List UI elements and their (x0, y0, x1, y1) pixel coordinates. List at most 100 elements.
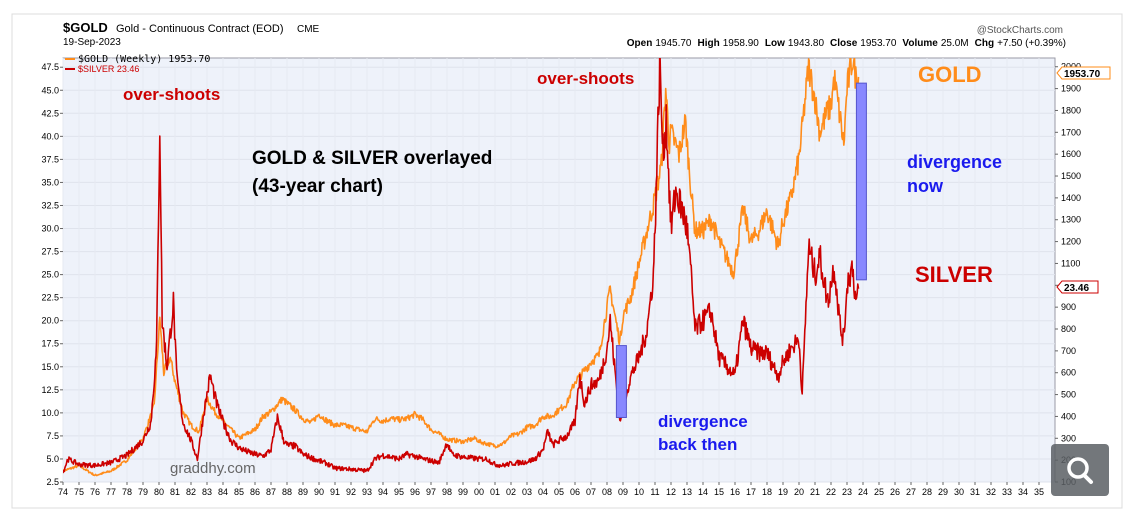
x-tick-label: 22 (826, 487, 836, 497)
x-tick-label: 75 (74, 487, 84, 497)
divergence-now-bar (855, 82, 867, 281)
right-tick-label: 1300 (1061, 215, 1081, 225)
right-tick-label: 900 (1061, 302, 1076, 312)
ohlc-label: Close (830, 38, 858, 49)
x-tick-label: 31 (970, 487, 980, 497)
right-tick-label: 1500 (1061, 171, 1081, 181)
x-tick-label: 21 (810, 487, 820, 497)
ohlc-value: 1945.70 (655, 38, 692, 49)
x-tick-label: 86 (250, 487, 260, 497)
left-tick-label: 5.0 (46, 454, 59, 464)
chart-title-line1: GOLD & SILVER overlayed (252, 148, 492, 169)
x-tick-label: 92 (346, 487, 356, 497)
ohlc-label: Open (627, 38, 653, 49)
left-tick-label: 40.0 (41, 131, 59, 141)
right-tick-label: 400 (1061, 411, 1076, 421)
stockcharts-watermark: @StockCharts.com (977, 25, 1063, 36)
ohlc-label: Chg (975, 38, 994, 49)
x-tick-label: 83 (202, 487, 212, 497)
ohlc-value: +7.50 (+0.39%) (997, 38, 1066, 49)
x-tick-label: 00 (474, 487, 484, 497)
x-tick-label: 88 (282, 487, 292, 497)
x-tick-label: 99 (458, 487, 468, 497)
left-tick-label: 35.0 (41, 177, 59, 187)
left-tick-label: 17.5 (41, 339, 59, 349)
x-tick-label: 03 (522, 487, 532, 497)
silver-series-line (63, 58, 860, 474)
ohlc-values: Open 1945.70 High 1958.90 Low 1943.80 Close 195… (627, 38, 1066, 49)
divergence-then-line2: back then (658, 435, 737, 454)
zoom-button[interactable] (1051, 444, 1109, 496)
left-tick-label: 7.5 (46, 431, 59, 441)
gold-last-value-tag: 1953.70 (1056, 66, 1111, 80)
header-symbol: $GOLD (63, 20, 108, 35)
divergence-now-line2: now (907, 176, 944, 196)
right-tick-label: 1900 (1061, 84, 1081, 94)
x-tick-label: 28 (922, 487, 932, 497)
x-tick-label: 80 (154, 487, 164, 497)
right-tick-label: 600 (1061, 368, 1076, 378)
left-tick-label: 25.0 (41, 270, 59, 280)
x-tick-label: 26 (890, 487, 900, 497)
right-tick-label: 800 (1061, 324, 1076, 334)
x-tick-label: 76 (90, 487, 100, 497)
x-tick-label: 01 (490, 487, 500, 497)
x-tick-label: 98 (442, 487, 452, 497)
divergence-then-line1: divergence (658, 412, 748, 431)
silver-last-value-tag: 23.46 (1056, 280, 1099, 294)
ohlc-value: 1943.80 (788, 38, 825, 49)
x-tick-label: 82 (186, 487, 196, 497)
x-tick-label: 20 (794, 487, 804, 497)
right-tick-label: 1200 (1061, 237, 1081, 247)
silver-last-value: 23.46 (1064, 283, 1089, 294)
left-axis: 2.5 5.0 7.5 10.0 12.5 15.0 17.5 20.0 22.5 25.0 27.… (41, 62, 63, 487)
ohlc-value: 1953.70 (860, 38, 897, 49)
x-tick-label: 96 (410, 487, 420, 497)
divergence-then-bar (615, 345, 627, 418)
x-tick-label: 32 (986, 487, 996, 497)
x-tick-label: 09 (618, 487, 628, 497)
annotation-overshoots-1980: over-shoots (123, 85, 220, 104)
x-tick-label: 97 (426, 487, 436, 497)
legend-silver: $SILVER 23.46 (78, 64, 139, 74)
x-tick-label: 19 (778, 487, 788, 497)
right-tick-label: 300 (1061, 433, 1076, 443)
x-tick-label: 18 (762, 487, 772, 497)
left-tick-label: 27.5 (41, 247, 59, 257)
x-tick-label: 05 (554, 487, 564, 497)
x-tick-label: 94 (378, 487, 388, 497)
x-tick-label: 07 (586, 487, 596, 497)
legend-gold: $GOLD (Weekly) 1953.70 (78, 54, 210, 65)
x-tick-label: 78 (122, 487, 132, 497)
right-tick-label: 1600 (1061, 149, 1081, 159)
left-tick-label: 42.5 (41, 108, 59, 118)
left-tick-label: 32.5 (41, 200, 59, 210)
left-tick-label: 15.0 (41, 362, 59, 372)
x-tick-label: 95 (394, 487, 404, 497)
gold-last-value: 1953.70 (1064, 69, 1101, 80)
right-tick-label: 1800 (1061, 105, 1081, 115)
right-tick-label: 500 (1061, 390, 1076, 400)
x-tick-label: 87 (266, 487, 276, 497)
left-tick-label: 47.5 (41, 62, 59, 72)
ohlc-row: Open 1945.70 High 1958.90 Low 1943.80 Close 195… (627, 38, 1066, 49)
x-axis: 74 75 76 77 78 79 80 81 82 83 84 85 86 87 88 89 90 91 92 93… (58, 482, 1044, 497)
x-tick-label: 13 (682, 487, 692, 497)
x-tick-label: 33 (1002, 487, 1012, 497)
credit-text: graddhy.com (170, 460, 256, 477)
x-tick-label: 15 (714, 487, 724, 497)
x-tick-label: 74 (58, 487, 68, 497)
gold-label: GOLD (918, 62, 982, 87)
ohlc-label: Low (765, 38, 785, 49)
grid (62, 58, 1055, 483)
right-tick-label: 700 (1061, 346, 1076, 356)
right-tick-label: 1700 (1061, 127, 1081, 137)
x-tick-label: 17 (746, 487, 756, 497)
x-tick-label: 12 (666, 487, 676, 497)
ohlc-value: 25.0M (941, 38, 969, 49)
x-tick-label: 02 (506, 487, 516, 497)
x-tick-label: 91 (330, 487, 340, 497)
divergence-markers (615, 82, 867, 418)
